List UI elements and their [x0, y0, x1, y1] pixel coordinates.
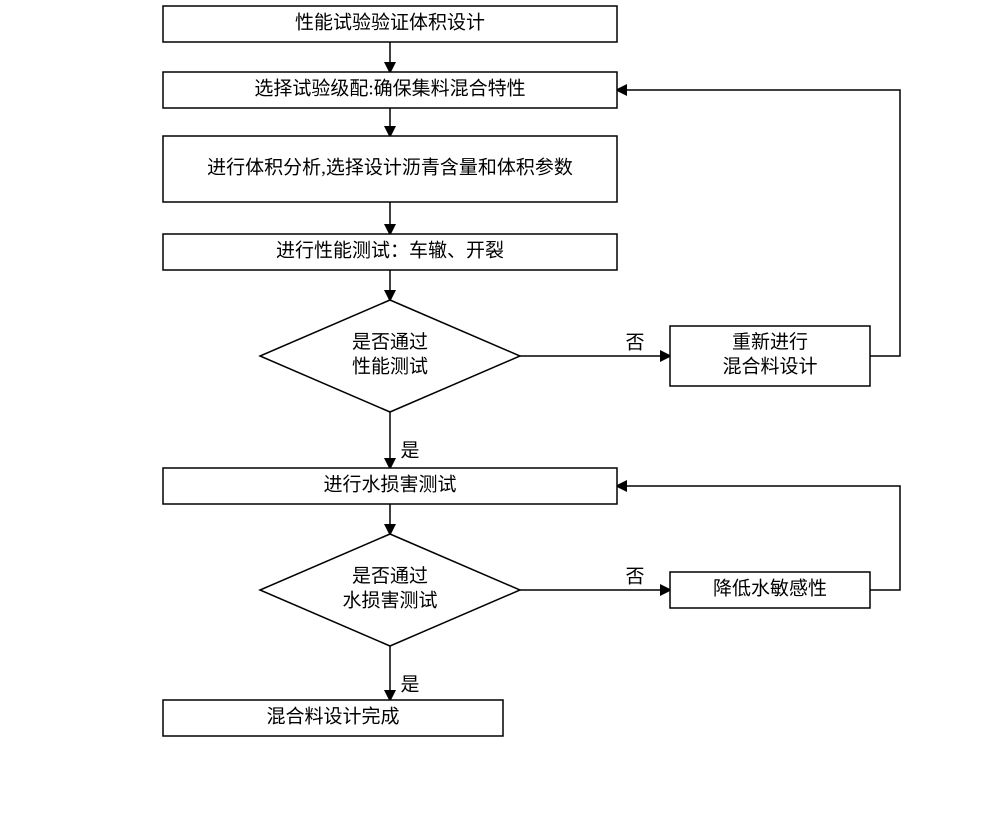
node-label: 降低水敏感性: [713, 577, 827, 599]
node-label: 选择试验级配:确保集料混合特性: [254, 77, 525, 99]
node-label: 混合料设计: [722, 356, 817, 378]
flowchart-canvas: 否是否是性能试验验证体积设计选择试验级配:确保集料混合特性进行体积分析,选择设计…: [0, 0, 1006, 831]
node-label: 是否通过: [352, 565, 428, 587]
edge-label: 是: [400, 440, 419, 461]
flow-edge: [617, 90, 900, 356]
node-label: 进行水损害测试: [323, 473, 456, 495]
node-label: 水损害测试: [342, 590, 437, 612]
node-label: 重新进行: [732, 331, 808, 353]
node-label: 性能测试: [352, 356, 428, 378]
node-label: 性能试验验证体积设计: [295, 11, 485, 33]
node-label: 是否通过: [352, 331, 428, 353]
edge-label: 否: [625, 566, 644, 587]
node-label: 混合料设计完成: [266, 705, 399, 727]
edge-label: 否: [625, 332, 644, 353]
node-label: 进行体积分析,选择设计沥青含量和体积参数: [207, 156, 573, 178]
node-label: 进行性能测试：车辙、开裂: [276, 239, 504, 261]
edge-label: 是: [400, 674, 419, 695]
